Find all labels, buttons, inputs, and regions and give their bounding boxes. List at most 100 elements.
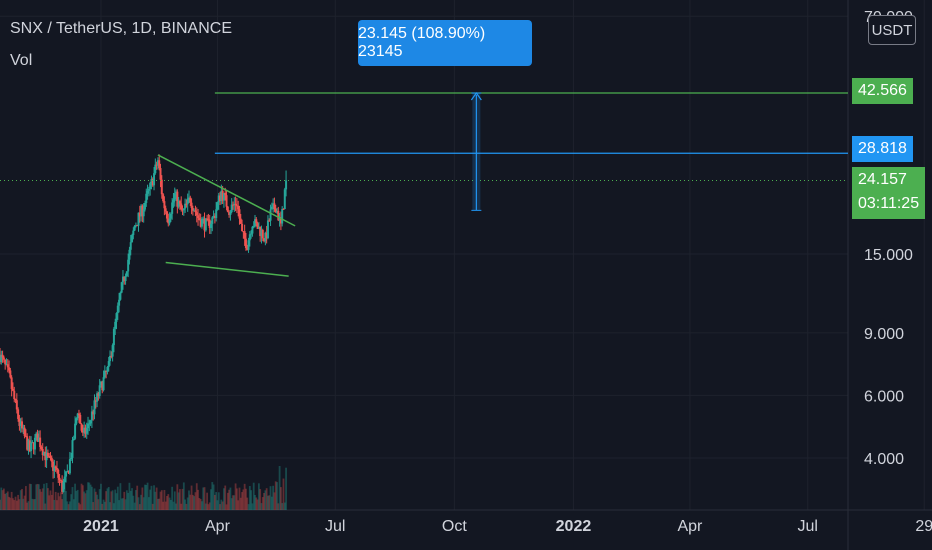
volume-bar [273,492,276,510]
candle-body [21,421,24,429]
volume-bar [140,494,142,510]
candle-body [147,188,150,191]
volume-bar [241,492,243,510]
volume-bar [154,491,157,510]
volume-bar [278,465,281,510]
volume-bar [263,492,265,510]
candle-body [163,201,166,209]
volume-bar [78,502,80,510]
volume-bar [133,502,136,510]
volume-bar [141,487,144,510]
volume-bar [150,485,153,510]
time-tick-label: Apr [205,518,231,535]
candle-body [49,456,52,458]
volume-bar [26,502,29,510]
candle-body [67,471,70,474]
volume-bar [110,491,113,510]
candle-body [87,423,90,429]
candle-body [265,232,268,239]
volume-bar [94,491,97,510]
candle-body [208,219,211,228]
volume-bar [115,493,118,510]
candle-body [48,456,51,458]
candle-body [194,210,197,213]
volume-bar [267,495,269,510]
candle-body [71,440,74,458]
candle-body [219,195,222,202]
volume-bar [2,488,5,510]
volume-bar [177,492,180,510]
candle-body [127,259,130,272]
candle-body [162,194,165,202]
volume-bar [204,503,207,510]
candle-body [211,217,214,224]
candle-body [200,218,203,227]
candle-body [112,328,115,346]
volume-bar [166,495,168,510]
volume-bar [144,484,146,510]
candle-body [285,180,288,190]
volume-bar [191,494,194,510]
volume-bar [188,490,190,510]
volume-bar [59,492,62,510]
volume-bar [208,502,211,510]
candle-body [124,275,127,282]
volume-bar [41,488,44,510]
volume-bar [32,499,35,510]
candle-body [180,203,183,210]
volume-bar [113,503,115,510]
volume-bar [197,489,199,510]
candle-body [165,211,168,219]
price-tag-blue-line: 28.818 [852,136,913,162]
candle-body [74,423,77,439]
volume-bar [282,478,285,510]
candle-body [171,202,174,214]
candle-body [120,282,123,293]
volume-bar [171,486,174,510]
volume-bar [194,492,197,510]
candle-body [55,468,58,470]
volume-bar [245,488,247,510]
volume-bar [252,482,255,510]
candle-body [209,223,212,228]
volume-bar [251,503,254,510]
candle-body [11,388,14,391]
volume-bar [9,497,12,510]
volume-label: Vol [10,52,33,69]
volume-bar [217,492,220,510]
volume-bar [277,503,280,510]
candle-body [123,276,126,282]
candle-body [79,414,82,424]
volume-bar [10,491,13,510]
volume-bar [216,500,219,510]
candle-body [263,238,266,242]
volume-bar [40,491,43,510]
candle-body [105,370,108,372]
volume-bar [223,488,225,510]
volume-bar [180,503,183,510]
candle-body [176,191,179,207]
time-tick-label: 29 [915,518,932,535]
volume-bar [44,503,47,510]
candle-body [217,195,220,203]
currency-button[interactable]: USDT [868,15,916,45]
volume-bar [123,491,126,510]
candle-body [184,203,187,209]
volume-bar [91,486,93,510]
volume-bar [207,504,210,510]
volume-bar [269,486,272,510]
candle-body [252,226,255,228]
volume-bar [163,489,166,510]
volume-bar [35,484,38,510]
candle-body [259,227,262,237]
candle-body [0,354,3,363]
candle-body [243,231,246,239]
candle-body [206,218,209,220]
candle-body [57,469,60,478]
volume-bar [219,504,221,510]
bar-countdown: 03:11:25 [858,195,920,212]
volume-bar [232,495,234,510]
volume-bar [210,489,212,510]
candle-body [239,218,242,224]
